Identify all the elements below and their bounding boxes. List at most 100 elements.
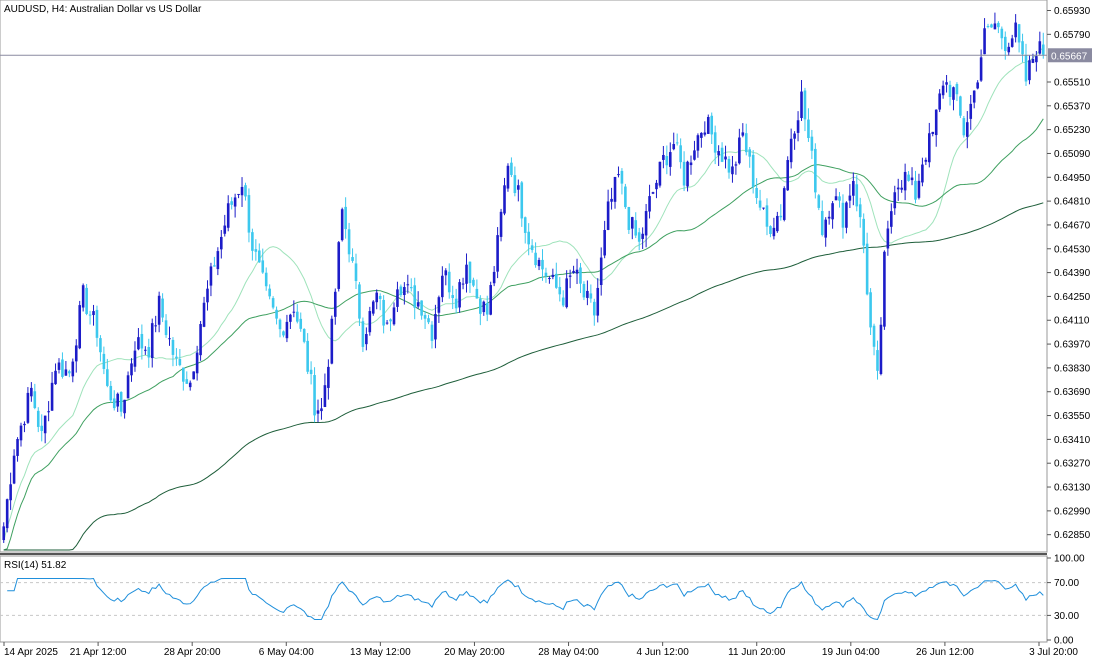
candle <box>458 279 461 313</box>
candle-body <box>838 196 841 201</box>
candle <box>630 216 634 240</box>
candle-body <box>12 455 16 484</box>
candle-body <box>893 192 897 209</box>
candle-body <box>762 207 765 209</box>
candle <box>171 337 175 367</box>
candle <box>427 314 430 325</box>
candle <box>479 295 482 326</box>
candle-body <box>748 149 752 157</box>
candle-body <box>202 302 206 327</box>
candle <box>820 200 824 237</box>
candle <box>938 89 941 113</box>
rsi-panel[interactable] <box>0 555 1048 643</box>
candle-body <box>106 369 109 386</box>
candle-body <box>855 184 859 207</box>
candle <box>523 216 527 244</box>
candle-body <box>548 278 551 280</box>
candle-body <box>848 195 852 201</box>
candle-body <box>102 353 106 369</box>
candle-body <box>665 156 669 166</box>
candle <box>834 188 838 201</box>
candle-body <box>883 251 886 327</box>
candle <box>503 177 506 216</box>
candle-body <box>727 158 731 173</box>
candle-body <box>807 119 810 139</box>
candle <box>78 300 82 350</box>
candle-body <box>33 391 37 409</box>
candle <box>233 193 237 218</box>
candle <box>202 296 206 328</box>
candle <box>586 280 589 306</box>
candle-body <box>544 272 548 277</box>
candle-body <box>827 216 831 219</box>
candle <box>313 367 316 423</box>
candle-body <box>347 229 351 255</box>
candle-body <box>365 334 368 345</box>
candle-body <box>358 284 361 319</box>
candle-body <box>444 270 448 276</box>
candle <box>914 170 917 204</box>
candle-body <box>675 142 679 144</box>
candle <box>603 220 606 259</box>
candle <box>672 132 676 151</box>
candle-body <box>382 299 385 326</box>
candle <box>506 163 510 192</box>
x-tick-label: 28 Apr 20:00 <box>164 647 221 658</box>
candle <box>572 265 575 274</box>
candle <box>40 414 44 442</box>
candle <box>934 109 938 147</box>
candle-body <box>451 295 455 299</box>
y-tick-label: 0.63410 <box>1054 435 1091 446</box>
y-tick-label: 0.62850 <box>1054 530 1091 541</box>
candle <box>192 371 195 380</box>
candle-body <box>948 84 952 97</box>
candle <box>1021 33 1024 63</box>
candle <box>879 317 883 376</box>
candle <box>216 247 220 276</box>
candle <box>119 391 123 417</box>
candle <box>130 358 133 382</box>
candle-body <box>285 321 289 339</box>
candle <box>969 95 973 130</box>
candle-body <box>648 196 651 212</box>
candle <box>796 111 800 142</box>
candle <box>33 383 37 410</box>
candle <box>23 421 26 433</box>
candle-body <box>928 133 931 163</box>
main-price-panel[interactable] <box>0 0 1048 553</box>
candle <box>416 291 420 309</box>
candle <box>375 289 379 310</box>
candle <box>337 241 341 292</box>
candle-body <box>510 162 513 175</box>
candle <box>610 187 613 210</box>
candle-body <box>914 180 917 200</box>
candle-body <box>1035 56 1038 63</box>
candle <box>548 276 551 284</box>
candle-body <box>479 298 482 314</box>
candle-body <box>147 347 151 358</box>
candle <box>727 156 731 179</box>
candle-body <box>769 226 772 234</box>
candle <box>137 328 140 351</box>
candle-body <box>133 350 137 367</box>
candle <box>793 131 796 150</box>
candle-body <box>551 274 555 277</box>
candle <box>126 371 130 399</box>
candle-body <box>720 147 724 162</box>
candle-body <box>634 220 638 236</box>
candle <box>140 324 144 360</box>
candle <box>838 191 841 208</box>
candle <box>606 189 610 231</box>
candle <box>1014 14 1017 43</box>
candle-body <box>965 122 969 137</box>
candle <box>679 138 682 169</box>
y-tick-label: 0.64950 <box>1054 173 1091 184</box>
candle-body <box>340 209 344 241</box>
candle <box>496 227 499 279</box>
candle-body <box>385 322 389 324</box>
candle-body <box>517 185 520 190</box>
candle-body <box>299 318 303 329</box>
candle <box>827 210 831 225</box>
